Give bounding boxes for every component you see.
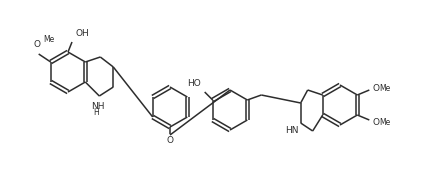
Text: O: O	[33, 40, 40, 49]
Text: H: H	[93, 108, 99, 117]
Text: Me: Me	[44, 35, 55, 44]
Text: NH: NH	[92, 102, 105, 111]
Text: Me: Me	[379, 118, 391, 126]
Text: O: O	[372, 118, 379, 126]
Text: Me: Me	[379, 84, 391, 92]
Text: HO: HO	[187, 79, 201, 88]
Text: HN: HN	[285, 126, 298, 135]
Text: O: O	[372, 84, 379, 92]
Text: O: O	[166, 136, 173, 145]
Text: OH: OH	[75, 29, 89, 38]
